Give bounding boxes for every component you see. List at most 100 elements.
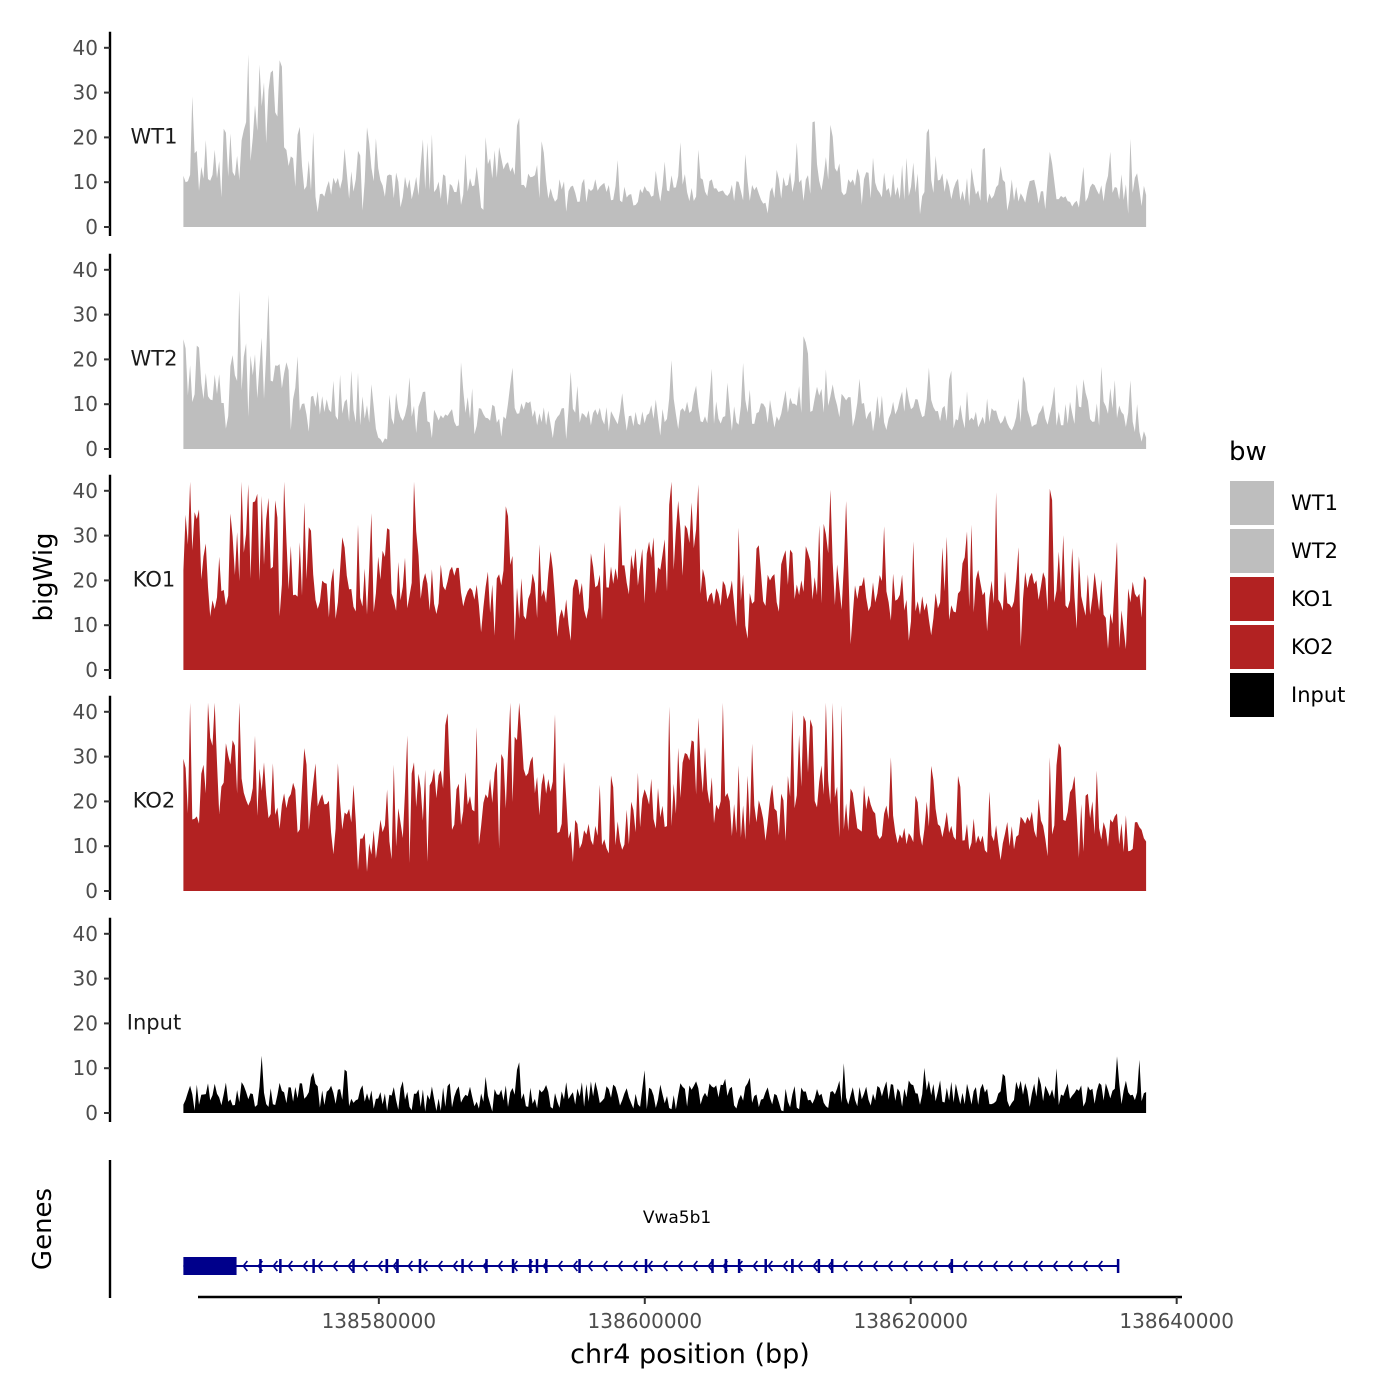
track-panel-ko2: 0 10 20 30 40 KO2 xyxy=(73,695,1147,903)
strand-arrow xyxy=(767,1260,773,1272)
coverage-area-wt1 xyxy=(183,54,1147,227)
gene-exon xyxy=(461,1259,464,1273)
strand-arrow xyxy=(737,1260,743,1272)
coverage-area-ko1 xyxy=(183,481,1147,670)
gene-exon xyxy=(1116,1259,1120,1273)
y-tick-label: 0 xyxy=(85,437,98,461)
genes-track xyxy=(108,1160,1120,1298)
y-tick-label: 30 xyxy=(73,303,98,327)
y-tick-label: 20 xyxy=(73,568,98,592)
strand-arrow xyxy=(797,1260,803,1272)
legend-label-wt1: WT1 xyxy=(1291,491,1338,515)
legend-label-ko1: KO1 xyxy=(1291,587,1334,611)
track-panel-wt2: 0 10 20 30 40 WT2 xyxy=(73,253,1147,461)
strand-arrow xyxy=(677,1260,683,1272)
y-tick-label: 40 xyxy=(73,700,98,724)
gene-exon xyxy=(817,1259,821,1273)
strand-arrow xyxy=(662,1260,668,1272)
legend-swatch-input xyxy=(1228,671,1276,719)
gene-exon xyxy=(644,1259,648,1273)
gene-exon xyxy=(545,1259,548,1273)
strand-arrow xyxy=(782,1260,788,1272)
strand-arrow xyxy=(1037,1260,1043,1272)
strand-arrow xyxy=(857,1260,863,1272)
strand-arrow xyxy=(467,1260,473,1272)
legend-label-wt2: WT2 xyxy=(1291,539,1338,563)
strand-arrow xyxy=(947,1260,953,1272)
track-panel-wt1: 0 10 20 30 40 WT1 xyxy=(73,31,1147,239)
strand-arrow xyxy=(707,1260,713,1272)
legend-swatch-ko1 xyxy=(1228,575,1276,623)
strand-arrow xyxy=(887,1260,893,1272)
x-axis: 138580000 138600000 138620000 138640000 xyxy=(198,1295,1234,1333)
strand-arrow xyxy=(902,1260,908,1272)
legend-swatch-wt1 xyxy=(1228,479,1276,527)
y-tick-label: 0 xyxy=(85,658,98,682)
strand-arrow xyxy=(992,1260,998,1272)
strand-arrow xyxy=(512,1260,518,1272)
y-tick-label: 30 xyxy=(73,967,98,991)
strand-arrow xyxy=(542,1260,548,1272)
strand-arrow xyxy=(422,1260,428,1272)
strand-arrow xyxy=(977,1260,983,1272)
strand-arrow xyxy=(872,1260,878,1272)
strand-arrow xyxy=(617,1260,623,1272)
gene-exon xyxy=(279,1259,282,1273)
legend-label-ko2: KO2 xyxy=(1291,635,1334,659)
legend-swatch-wt2 xyxy=(1228,527,1276,575)
legend: bw WT1 WT2 KO1 KO2 Input xyxy=(1228,437,1345,719)
track-panel-input: 0 10 20 30 40 Input xyxy=(73,917,1147,1125)
legend-title: bw xyxy=(1229,437,1267,467)
gene-exon xyxy=(711,1259,714,1273)
strand-arrow xyxy=(1022,1260,1028,1272)
strand-arrow xyxy=(272,1260,278,1272)
legend-label-input: Input xyxy=(1291,683,1345,707)
gene-exon xyxy=(352,1259,355,1273)
y-tick-label: 20 xyxy=(73,125,98,149)
strand-arrow xyxy=(317,1260,323,1272)
strand-arrow xyxy=(482,1260,488,1272)
strand-arrow xyxy=(302,1260,308,1272)
y-tick-label: 10 xyxy=(73,170,98,194)
gene-exon xyxy=(950,1259,954,1273)
track-label-ko1: KO1 xyxy=(133,567,176,591)
strand-arrow xyxy=(962,1260,968,1272)
y-axis-title: bigWig xyxy=(29,532,59,621)
strand-arrow xyxy=(527,1260,533,1272)
y-tick-label: 10 xyxy=(73,1056,98,1080)
gene-exon xyxy=(535,1259,539,1273)
y-tick-label: 0 xyxy=(85,879,98,903)
gene-exon xyxy=(259,1259,262,1273)
gene-exon xyxy=(418,1259,422,1273)
strand-arrow xyxy=(242,1260,248,1272)
track-panel-ko1: 0 10 20 30 40 KO1 xyxy=(73,474,1147,682)
y-tick-label: 40 xyxy=(73,36,98,60)
strand-arrow xyxy=(257,1260,263,1272)
strand-arrow xyxy=(812,1260,818,1272)
track-label-wt2: WT2 xyxy=(131,346,178,370)
y-tick-label: 40 xyxy=(73,922,98,946)
y-tick-label: 20 xyxy=(73,789,98,813)
coverage-area-input xyxy=(183,1055,1147,1113)
y-tick-label: 40 xyxy=(73,479,98,503)
strand-arrow xyxy=(1067,1260,1073,1272)
y-tick-label: 0 xyxy=(85,215,98,239)
gene-exon xyxy=(764,1259,767,1273)
legend-swatch-ko2 xyxy=(1228,623,1276,671)
strand-arrow xyxy=(1097,1260,1103,1272)
gene-exon xyxy=(791,1259,794,1273)
strand-arrow xyxy=(212,1260,218,1272)
strand-arrow xyxy=(437,1260,443,1272)
gene-name-label: Vwa5b1 xyxy=(643,1208,711,1228)
strand-arrow xyxy=(572,1260,578,1272)
strand-arrow xyxy=(362,1260,368,1272)
strand-arrow xyxy=(407,1260,413,1272)
strand-arrow xyxy=(827,1260,833,1272)
y-tick-label: 10 xyxy=(73,613,98,637)
gene-exon xyxy=(312,1259,315,1273)
gene-exon xyxy=(485,1259,488,1273)
track-label-wt1: WT1 xyxy=(131,124,178,148)
y-tick-label: 20 xyxy=(73,1011,98,1035)
gene-exon xyxy=(830,1259,834,1273)
